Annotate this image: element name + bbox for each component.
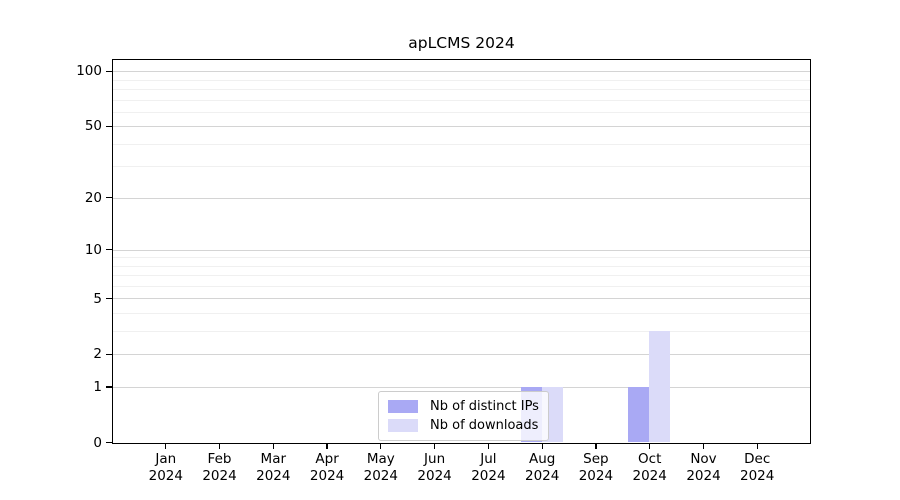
year-label: 2024 <box>686 467 721 484</box>
x-tick-mark <box>434 444 436 449</box>
month-label: May <box>366 451 395 467</box>
year-label: 2024 <box>525 467 560 484</box>
x-tick-mark <box>541 444 543 449</box>
gridline-minor <box>113 143 810 145</box>
x-axis-tick-label: Dec 2024 <box>717 451 797 484</box>
year-label: 2024 <box>740 467 775 484</box>
x-tick-mark <box>756 444 758 449</box>
gridline-minor <box>113 111 810 113</box>
month-label: Oct <box>638 451 662 467</box>
gridline-major <box>113 71 810 73</box>
x-tick-mark <box>218 444 221 449</box>
y-tick-mark <box>106 125 112 128</box>
gridline-major <box>113 249 810 251</box>
gridline-major <box>113 197 810 199</box>
year-label: 2024 <box>363 467 398 484</box>
gridline-minor <box>113 166 810 168</box>
gridline-minor <box>113 99 810 101</box>
x-tick-mark <box>487 444 489 449</box>
gridline-minor <box>113 285 810 287</box>
legend-item: Nb of distinct IPs <box>388 397 539 416</box>
x-axis-tick-label: Mar 2024 <box>233 451 313 484</box>
month-label: Dec <box>744 451 771 467</box>
y-axis-tick-label: 0 <box>93 434 102 451</box>
year-label: 2024 <box>148 467 183 484</box>
y-tick-mark <box>106 297 112 300</box>
y-tick-mark <box>106 353 112 355</box>
y-tick-mark <box>106 442 112 444</box>
y-axis-tick-label: 5 <box>93 290 102 307</box>
year-label: 2024 <box>632 467 667 484</box>
y-tick-mark <box>106 197 112 199</box>
legend-label: Nb of downloads <box>430 418 539 433</box>
month-label: Apr <box>315 451 339 467</box>
y-axis-tick-label: 2 <box>93 346 102 363</box>
gridline-major <box>113 354 810 355</box>
gridline-minor <box>113 312 810 314</box>
x-axis-tick-label: May 2024 <box>341 451 421 484</box>
legend-swatch-downloads <box>388 419 418 432</box>
y-tick-mark <box>106 70 112 73</box>
gridline-major <box>113 386 810 388</box>
x-tick-mark <box>649 444 651 449</box>
x-axis-tick-label: Jul 2024 <box>448 451 528 484</box>
y-axis-tick-label: 1 <box>93 378 102 395</box>
gridline-major <box>113 126 810 128</box>
y-axis-tick-label: 10 <box>84 241 102 258</box>
x-axis-tick-label: Aug 2024 <box>502 451 582 484</box>
x-axis-tick-label: Jan 2024 <box>126 451 206 484</box>
month-label: Jun <box>424 451 446 467</box>
y-axis-tick-label: 100 <box>76 63 102 80</box>
gridline-minor <box>113 275 810 277</box>
month-label: Nov <box>690 451 717 467</box>
year-label: 2024 <box>256 467 291 484</box>
x-tick-mark <box>702 444 705 449</box>
bar-downloads <box>649 330 671 443</box>
month-label: Aug <box>529 451 556 467</box>
month-label: Sep <box>583 451 609 467</box>
x-tick-mark <box>326 444 328 449</box>
x-tick-mark <box>380 444 382 449</box>
y-axis-tick-label: 20 <box>84 189 102 206</box>
chart-title: apLCMS 2024 <box>408 34 515 52</box>
gridline-minor <box>113 330 810 332</box>
x-axis-tick-label: Nov 2024 <box>664 451 744 484</box>
legend-label: Nb of distinct IPs <box>430 399 539 414</box>
year-label: 2024 <box>417 467 452 484</box>
gridline-major <box>113 298 810 300</box>
x-axis-tick-label: Apr 2024 <box>287 451 367 484</box>
x-axis-tick-label: Feb 2024 <box>180 451 260 484</box>
gridline-minor <box>113 79 810 81</box>
year-label: 2024 <box>471 467 506 484</box>
x-tick-mark <box>595 444 597 449</box>
plot-area <box>112 59 811 444</box>
y-tick-mark <box>106 249 112 251</box>
month-label: Mar <box>260 451 287 467</box>
x-axis-tick-label: Jun 2024 <box>395 451 475 484</box>
month-label: Feb <box>207 451 232 467</box>
gridline-minor <box>113 88 810 90</box>
year-label: 2024 <box>309 467 345 484</box>
legend: Nb of distinct IPs Nb of downloads <box>378 391 549 441</box>
x-axis-tick-label: Sep 2024 <box>556 451 636 484</box>
x-tick-mark <box>272 444 274 449</box>
y-tick-mark <box>106 386 112 388</box>
year-label: 2024 <box>578 467 614 484</box>
x-axis-tick-label: Oct 2024 <box>610 451 690 484</box>
legend-item: Nb of downloads <box>388 416 539 435</box>
year-label: 2024 <box>202 467 237 484</box>
x-tick-mark <box>165 444 167 449</box>
gridline-minor <box>113 265 810 267</box>
month-label: Jul <box>480 451 497 467</box>
month-label: Jan <box>155 451 177 467</box>
y-axis-tick-label: 50 <box>84 118 102 135</box>
bar-distinct-ips <box>628 386 650 443</box>
gridline-minor <box>113 257 810 259</box>
legend-swatch-distinct-ips <box>388 400 418 413</box>
